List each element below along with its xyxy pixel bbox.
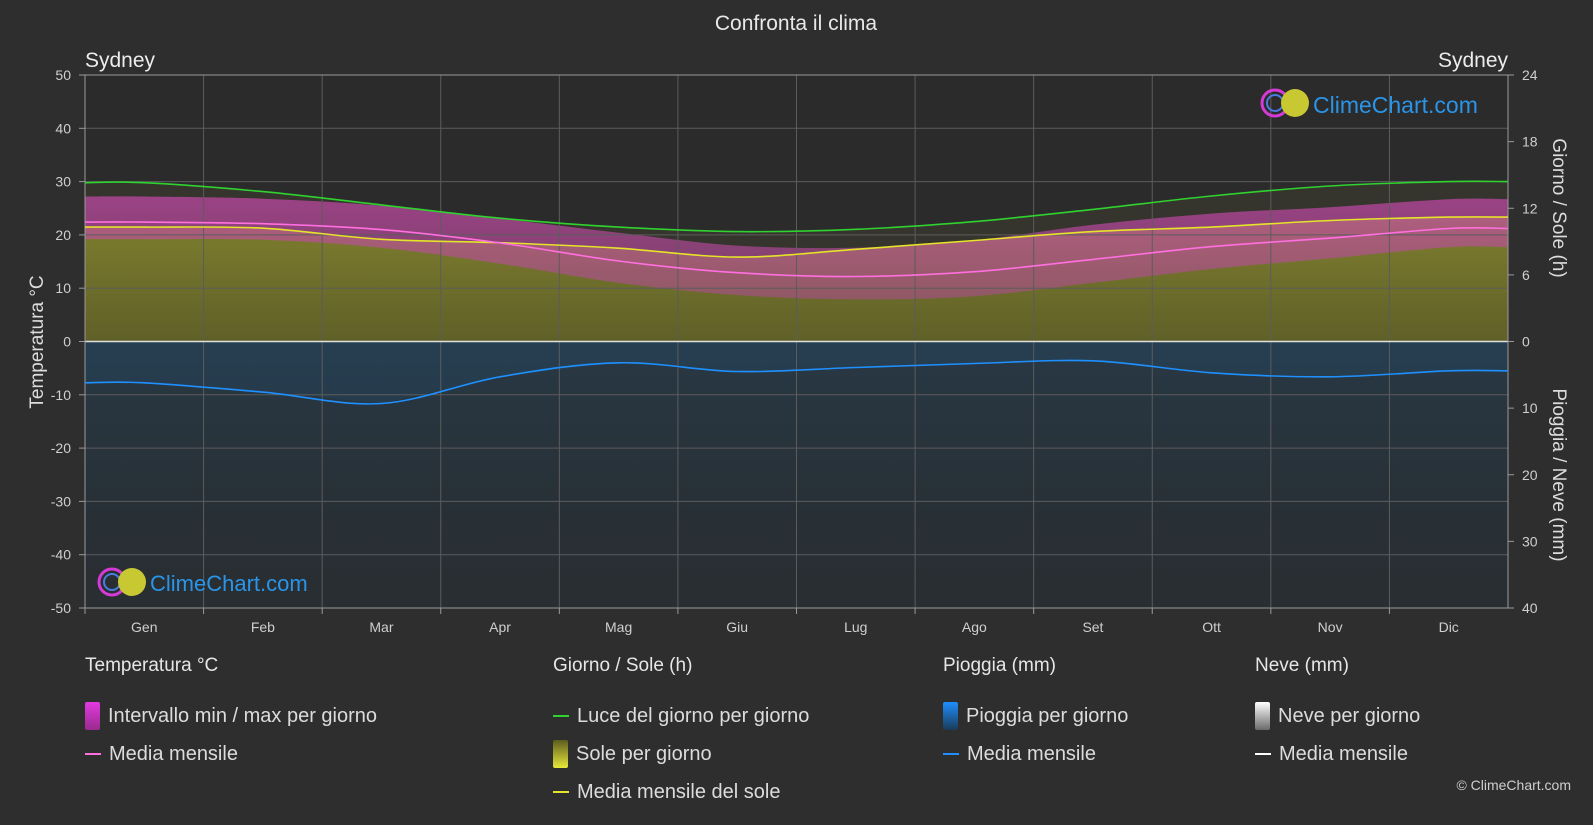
month-label: Mar	[369, 619, 393, 635]
legend-item-label: Media mensile	[109, 742, 238, 765]
sunshine-swatch	[553, 740, 568, 768]
legend-sun-title: Giorno / Sole (h)	[553, 655, 693, 676]
climechart-logo-icon	[97, 567, 146, 597]
right-top-axis-label: Giorno / Sole (h)	[1548, 138, 1569, 277]
right-bottom-tick-label: 40	[1522, 600, 1538, 616]
right-top-tick-label: 12	[1522, 200, 1538, 216]
month-label: Set	[1082, 619, 1103, 635]
watermark-top-text: ClimeChart.com	[1313, 92, 1478, 118]
temperature-mean-line	[84, 221, 1509, 278]
legend-item: Pioggia per giorno	[943, 697, 1128, 735]
legend: Temperatura °C Intervallo min / max per …	[0, 655, 1593, 825]
legend-item-label: Intervallo min / max per giorno	[108, 704, 378, 727]
legend-item: Media mensile	[943, 735, 1128, 773]
month-label: Ago	[962, 619, 987, 635]
left-tick-label: 10	[55, 280, 71, 296]
legend-item-label: Media mensile	[967, 742, 1096, 765]
left-tick-label: -30	[51, 493, 71, 509]
right-bottom-axis-label: Pioggia / Neve (mm)	[1548, 388, 1569, 561]
month-label: Mag	[605, 619, 632, 635]
right-top-tick-label: 18	[1522, 134, 1538, 150]
right-top-tick-label: 24	[1522, 67, 1538, 83]
temp-mean-swatch	[85, 753, 101, 755]
legend-sun: Giorno / Sole (h) Luce del giorno per gi…	[553, 655, 809, 811]
left-tick-label: -20	[51, 440, 71, 456]
left-axis-label: Temperatura °C	[27, 275, 48, 408]
legend-rain: Pioggia (mm) Pioggia per giorno Media me…	[943, 655, 1128, 773]
left-tick-label: -50	[51, 600, 71, 616]
legend-rain-title: Pioggia (mm)	[943, 655, 1056, 676]
month-label: Feb	[251, 619, 275, 635]
legend-item-label: Sole per giorno	[576, 742, 712, 765]
left-tick-label: 40	[55, 120, 71, 136]
month-label: Giu	[726, 619, 748, 635]
legend-snow: Neve (mm) Neve per giorno Media mensile	[1255, 655, 1420, 773]
right-bottom-tick-label: 20	[1522, 467, 1538, 483]
left-tick-label: 20	[55, 227, 71, 243]
legend-temperature-title: Temperatura °C	[85, 655, 219, 676]
sunshine-mean-line	[84, 216, 1509, 258]
legend-item: Neve per giorno	[1255, 697, 1420, 735]
city-left-label: Sydney	[85, 49, 156, 72]
climechart-logo-icon	[1260, 88, 1309, 118]
right-bottom-tick-label: 10	[1522, 400, 1538, 416]
daylight-swatch	[553, 715, 569, 717]
legend-snow-title: Neve (mm)	[1255, 655, 1349, 676]
rain-mean-line	[84, 359, 1509, 405]
legend-item: Media mensile	[1255, 735, 1420, 773]
legend-item-label: Media mensile	[1279, 742, 1408, 765]
right-bottom-tick-label: 30	[1522, 533, 1538, 549]
copyright: © ClimeChart.com	[1456, 777, 1571, 793]
city-right-label: Sydney	[1438, 49, 1509, 72]
rain-swatch	[943, 702, 958, 730]
left-tick-label: -40	[51, 547, 71, 563]
legend-item-label: Luce del giorno per giorno	[577, 704, 810, 727]
legend-temperature: Temperatura °C Intervallo min / max per …	[85, 655, 377, 773]
legend-item-label: Pioggia per giorno	[966, 704, 1129, 727]
month-label: Nov	[1318, 619, 1343, 635]
legend-item: Media mensile del sole	[553, 773, 809, 811]
month-label: Lug	[844, 619, 867, 635]
sunshine-mean-swatch	[553, 791, 569, 793]
month-label: Apr	[489, 619, 511, 635]
snow-mean-swatch	[1255, 753, 1271, 755]
month-label: Gen	[131, 619, 157, 635]
snow-swatch	[1255, 702, 1270, 730]
month-label: Ott	[1202, 619, 1221, 635]
legend-item-label: Media mensile del sole	[577, 780, 781, 803]
rain-mean-swatch	[943, 753, 959, 755]
climate-chart: Confronta il clima Sydney Sydney 50 40 30 2…	[27, 12, 1569, 635]
legend-item: Luce del giorno per giorno	[553, 697, 809, 735]
chart-title: Confronta il clima	[715, 12, 878, 35]
month-label: Dic	[1439, 619, 1459, 635]
left-tick-label: 50	[55, 67, 71, 83]
right-top-tick-label: 0	[1522, 334, 1530, 350]
legend-item-label: Neve per giorno	[1278, 704, 1421, 727]
left-tick-label: 30	[55, 174, 71, 190]
temp-range-swatch	[85, 702, 100, 730]
daylight-line	[84, 180, 1509, 233]
legend-item: Media mensile	[85, 735, 377, 773]
legend-item: Intervallo min / max per giorno	[85, 697, 377, 735]
left-tick-label: 0	[63, 334, 71, 350]
watermark-top: ClimeChart.com	[1260, 88, 1478, 118]
watermark-bottom-text: ClimeChart.com	[150, 571, 308, 596]
left-tick-label: -10	[51, 387, 71, 403]
watermark-bottom: ClimeChart.com	[97, 567, 308, 597]
legend-item: Sole per giorno	[553, 735, 809, 773]
right-top-tick-label: 6	[1522, 267, 1530, 283]
